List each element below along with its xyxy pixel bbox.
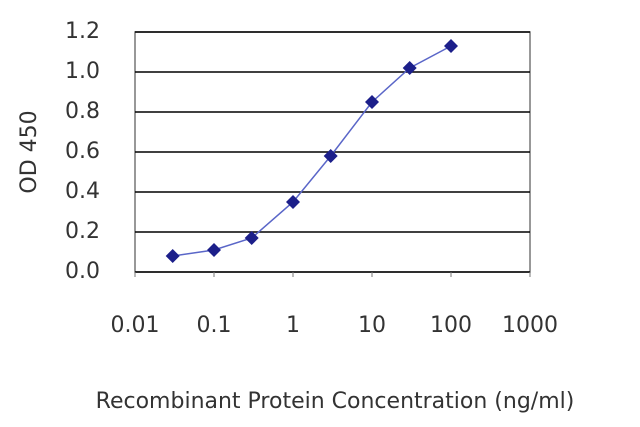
x-tick-label: 0.01 (111, 313, 160, 338)
y-tick-label: 1.2 (65, 19, 100, 44)
data-point (323, 149, 338, 163)
y-tick-label: 0.6 (65, 139, 100, 164)
y-axis-label: OD 450 (17, 110, 42, 193)
data-point (444, 39, 458, 53)
data-point (365, 95, 379, 109)
x-tick-label: 1 (286, 313, 300, 338)
y-tick-label: 0.0 (65, 259, 100, 284)
x-axis-label: Recombinant Protein Concentration (ng/ml… (96, 389, 575, 414)
series-line (172, 45, 452, 257)
x-tick-label: 100 (430, 313, 472, 338)
data-point (244, 231, 259, 245)
x-tick-label: 0.1 (197, 313, 232, 338)
y-tick-label: 0.2 (65, 219, 100, 244)
y-tick-label: 1.0 (65, 59, 100, 84)
y-tick-label: 0.8 (65, 99, 100, 124)
data-point (286, 195, 300, 209)
y-tick-label: 0.4 (65, 179, 100, 204)
data-point (165, 249, 180, 263)
x-tick-label: 1000 (502, 313, 558, 338)
data-point (402, 61, 417, 75)
x-tick-label: 10 (358, 313, 386, 338)
data-point (207, 243, 221, 257)
